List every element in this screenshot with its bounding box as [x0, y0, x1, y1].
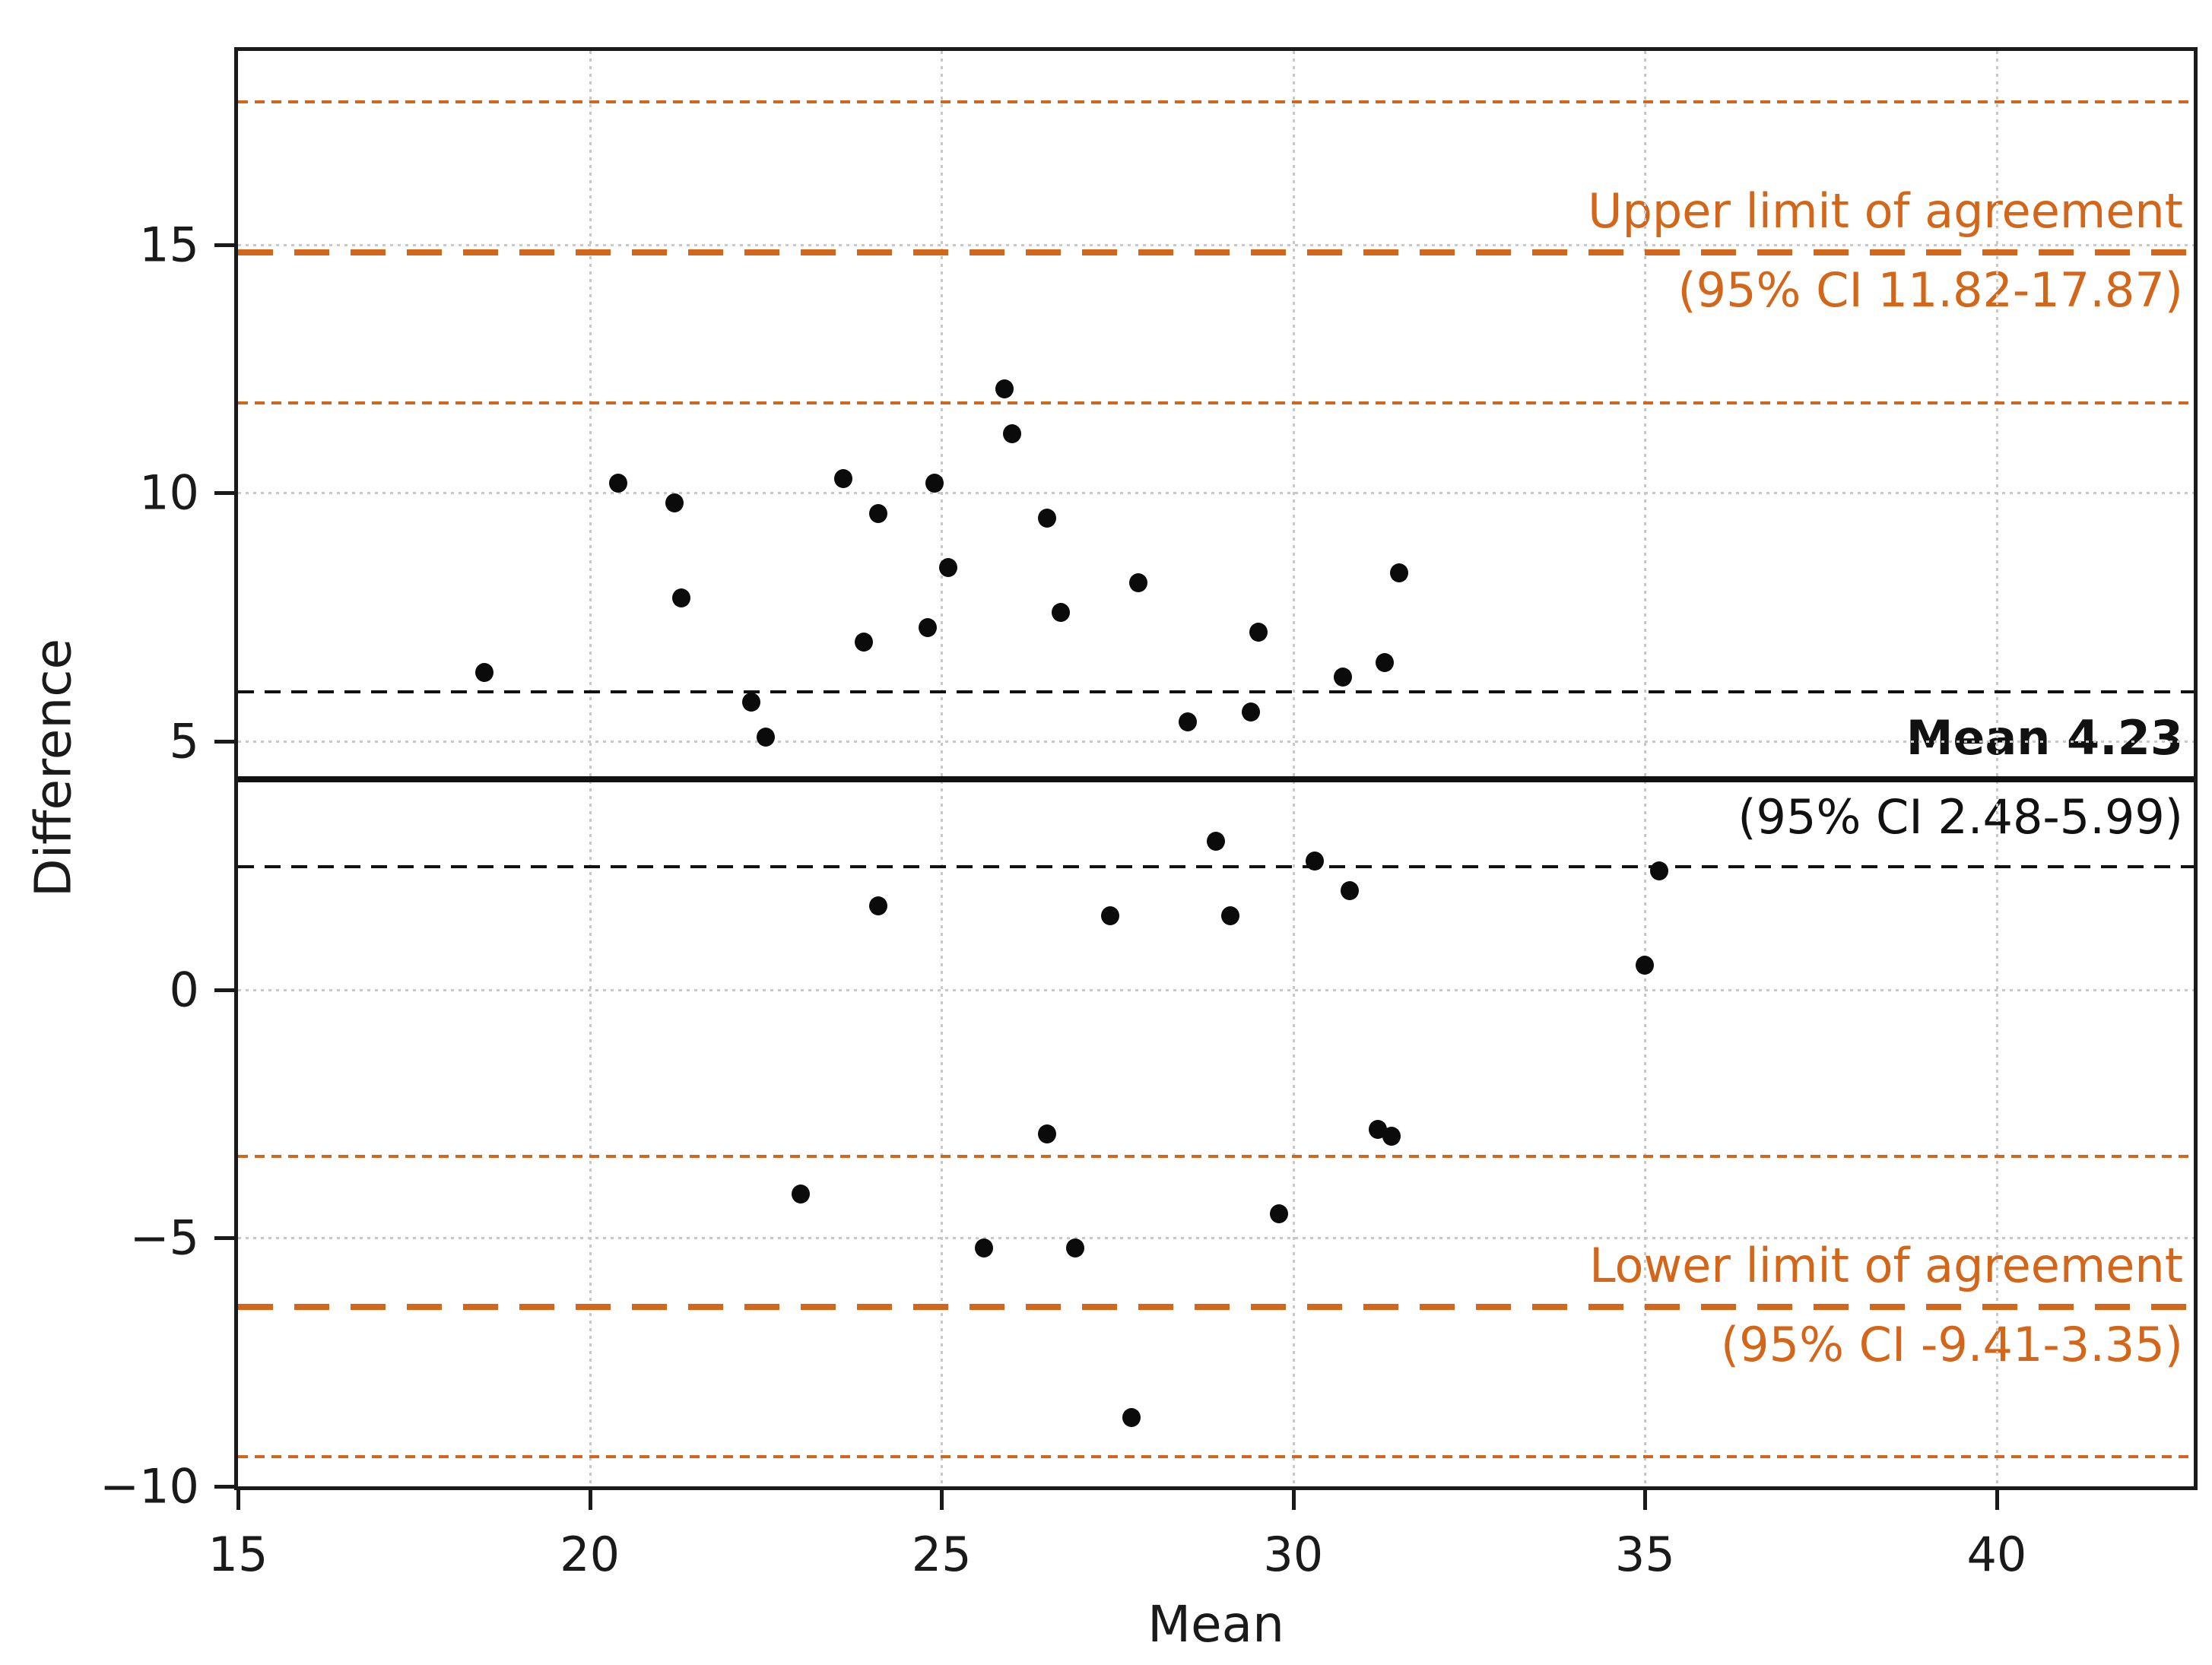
scatter-point: [1052, 603, 1071, 623]
scatter-point: [918, 617, 937, 637]
lower-loa-ci-label: (95% CI -9.41-3.35): [1720, 1316, 2183, 1372]
x-tick-mark: [1291, 1490, 1296, 1510]
y-tick-label: 15: [139, 217, 199, 273]
scatter-point: [742, 692, 761, 712]
y-tick-label: −10: [100, 1458, 199, 1514]
x-tick-label: 25: [911, 1527, 972, 1582]
limit-of-agreement-line: [238, 249, 2194, 255]
x-tick-label: 40: [1966, 1527, 2027, 1582]
scatter-point: [1178, 712, 1197, 731]
horizontal-gridline: [238, 492, 2194, 495]
y-tick-mark: [214, 1236, 234, 1241]
scatter-point: [671, 588, 690, 607]
mean-ci-line: [238, 864, 2194, 868]
lower-loa-label: Lower limit of agreement: [1589, 1237, 2183, 1293]
scatter-point: [1382, 1127, 1401, 1146]
scatter-point: [1002, 424, 1021, 444]
plot-area: Upper limit of agreement (95% CI 11.82-1…: [234, 47, 2198, 1490]
scatter-point: [833, 468, 852, 488]
vertical-gridline: [1995, 51, 1998, 1486]
upper-loa-ci-label: (95% CI 11.82-17.87): [1677, 262, 2183, 318]
x-axis-label: Mean: [1147, 1595, 1284, 1654]
scatter-point: [792, 1184, 811, 1204]
mean-ci-label: (95% CI 2.48-5.99): [1738, 789, 2183, 845]
mean-line-label: Mean 4.23: [1906, 710, 2183, 766]
scatter-point: [868, 503, 887, 523]
horizontal-gridline: [238, 1237, 2194, 1240]
x-tick-mark: [940, 1490, 944, 1510]
y-tick-label: 0: [169, 962, 199, 1018]
limit-ci-line: [238, 1154, 2194, 1158]
scatter-point: [1101, 905, 1120, 925]
scatter-point: [1649, 861, 1668, 880]
scatter-point: [1333, 668, 1352, 687]
scatter-point: [925, 474, 944, 493]
horizontal-gridline: [238, 988, 2194, 991]
scatter-point: [1249, 623, 1268, 642]
scatter-point: [1636, 956, 1655, 975]
vertical-gridline: [1292, 51, 1295, 1486]
scatter-point: [1065, 1238, 1084, 1258]
y-tick-mark: [214, 243, 234, 247]
vertical-gridline: [589, 51, 592, 1486]
x-tick-mark: [236, 1490, 240, 1510]
scatter-point: [1129, 573, 1148, 593]
scatter-point: [1037, 509, 1056, 528]
y-tick-mark: [214, 988, 234, 992]
upper-loa-label: Upper limit of agreement: [1588, 182, 2183, 239]
limit-ci-line: [238, 1455, 2194, 1459]
scatter-point: [1389, 563, 1408, 582]
horizontal-gridline: [238, 741, 2194, 744]
scatter-point: [868, 896, 887, 915]
scatter-point: [1122, 1407, 1141, 1427]
limit-ci-line: [238, 100, 2194, 104]
y-tick-mark: [214, 740, 234, 744]
limit-of-agreement-line: [238, 1303, 2194, 1310]
x-tick-mark: [1995, 1490, 1999, 1510]
scatter-point: [939, 558, 958, 578]
y-tick-label: −5: [129, 1210, 199, 1266]
scatter-point: [855, 633, 874, 652]
y-tick-label: 5: [169, 713, 199, 769]
x-tick-mark: [1643, 1490, 1648, 1510]
scatter-point: [1305, 851, 1324, 871]
x-tick-label: 30: [1263, 1527, 1324, 1582]
scatter-point: [1340, 881, 1359, 901]
mean-line: [238, 776, 2194, 783]
limit-ci-line: [238, 401, 2194, 404]
scatter-point: [974, 1238, 993, 1258]
x-tick-label: 15: [208, 1527, 268, 1582]
x-tick-label: 20: [560, 1527, 620, 1582]
vertical-gridline: [1644, 51, 1647, 1486]
vertical-gridline: [941, 51, 944, 1486]
y-tick-mark: [214, 1485, 234, 1489]
scatter-point: [665, 493, 684, 513]
horizontal-gridline: [238, 243, 2194, 246]
y-tick-label: 10: [139, 465, 199, 521]
scatter-point: [474, 662, 493, 682]
mean-ci-line: [238, 690, 2194, 694]
scatter-point: [1242, 702, 1261, 722]
scatter-point: [756, 727, 775, 747]
scatter-point: [1220, 905, 1239, 925]
scatter-point: [1037, 1124, 1056, 1144]
y-tick-mark: [214, 491, 234, 496]
x-tick-label: 35: [1614, 1527, 1675, 1582]
x-tick-mark: [588, 1490, 592, 1510]
scatter-point: [1376, 652, 1395, 672]
scatter-point: [995, 379, 1014, 399]
scatter-point: [1207, 831, 1225, 851]
scatter-point: [608, 474, 627, 493]
scatter-point: [1270, 1204, 1289, 1223]
